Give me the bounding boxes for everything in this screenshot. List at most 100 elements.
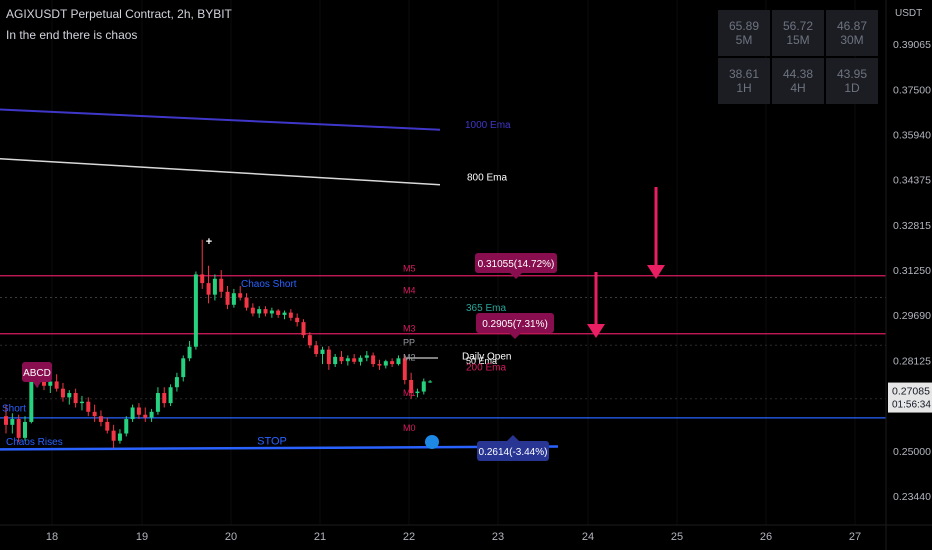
m5-target-label-pointer — [510, 273, 522, 279]
rsi-value: 65.89 — [728, 19, 760, 33]
rsi-timeframe: 4H — [790, 81, 806, 95]
price-axis[interactable]: 0.39065 0.37500 0.35940 0.34375 0.32815 0.312… — [885, 0, 932, 550]
candle-up — [181, 358, 186, 378]
candle-up — [155, 393, 160, 412]
m4-label: M4 — [403, 286, 416, 296]
candle-up — [10, 419, 15, 425]
price-tick-label: 0.23440 — [893, 491, 931, 503]
candle-down — [98, 416, 103, 422]
rsi-value: 46.87 — [836, 19, 868, 33]
ema-800-label: 800 Ema — [467, 173, 507, 184]
indicator-lines: 1000 Ema 800 Ema — [0, 108, 886, 451]
candle-up — [124, 419, 129, 434]
ema-1000-line — [0, 108, 441, 131]
abcd-badge — [22, 362, 52, 382]
candle-down — [92, 411, 97, 417]
candle-down — [143, 414, 148, 418]
candle-down — [301, 322, 306, 336]
m5-target-label-box — [475, 253, 557, 273]
m0-target-label-pointer — [507, 435, 519, 441]
ema-200-label: 200 Ema — [466, 362, 506, 373]
candle-down — [288, 312, 293, 318]
candle-down — [86, 401, 91, 412]
price-tick-label: 0.31250 — [893, 265, 931, 277]
indicator-name: In the end there is chaos — [6, 28, 138, 42]
candle-up — [149, 411, 154, 418]
candle-down — [295, 317, 300, 323]
price-tick-label: 0.39065 — [893, 39, 931, 51]
candle-down — [263, 309, 268, 314]
m3-target-label-box — [476, 313, 554, 333]
candle-up — [269, 310, 274, 314]
down-arrow-large-head — [647, 265, 665, 279]
countdown-value: 01:56:34 — [892, 400, 931, 411]
rsi-timeframe: 30M — [840, 33, 864, 47]
rsi-timeframe: 15M — [786, 33, 810, 47]
m3-label: M3 — [403, 324, 416, 334]
candle-down — [307, 335, 312, 346]
price-tick-label: 0.28125 — [893, 355, 931, 367]
signal-dot-icon — [425, 435, 439, 449]
price-tick-label: 0.25000 — [893, 446, 931, 458]
m1-label: M1 — [403, 388, 416, 398]
top-marker-icon: + — [206, 236, 212, 248]
candle-up — [212, 278, 217, 295]
candle-down — [409, 379, 414, 394]
pp-label: PP — [403, 337, 415, 347]
candle-down — [244, 297, 249, 308]
time-tick-label: 26 — [760, 531, 772, 543]
stop-line — [0, 445, 559, 451]
candle-down — [238, 293, 243, 298]
candle-up — [48, 381, 53, 386]
candle-down — [326, 349, 331, 365]
candle-up — [174, 377, 179, 388]
rsi-cell-30m: 46.87 30M — [826, 10, 878, 56]
price-tick-label: 0.32815 — [893, 220, 931, 232]
candle-down — [206, 283, 211, 295]
stop-label: STOP — [257, 436, 287, 448]
candle-down — [250, 307, 255, 314]
candle-up — [117, 433, 122, 441]
short-label: Short — [2, 403, 26, 414]
candle-down — [4, 416, 8, 425]
candle-up — [421, 381, 426, 392]
rsi-value: 56.72 — [782, 19, 814, 33]
candle-up — [364, 355, 369, 358]
m0-target-label-box — [477, 441, 549, 461]
current-price-tag — [888, 382, 932, 413]
candle-down — [377, 364, 382, 366]
m3-target-label-text: 0.2905(7.31%) — [482, 319, 548, 330]
ema-1000-label: 1000 Ema — [465, 120, 511, 131]
down-arrow-small-head — [587, 324, 605, 338]
daily-open-label: Daily Open — [462, 352, 511, 363]
candles — [4, 239, 433, 448]
candle-down — [402, 358, 407, 380]
rsi-cell-4h: 44.38 4H — [772, 58, 824, 104]
rsi-cell-5m: 65.89 5M — [718, 10, 770, 56]
time-tick-label: 27 — [849, 531, 861, 543]
m3-target-label-pointer — [509, 333, 521, 339]
rsi-value: 43.95 — [836, 67, 868, 81]
time-tick-label: 22 — [403, 531, 415, 543]
ema-800-line — [0, 157, 441, 186]
candle-down — [314, 345, 319, 354]
candle-down — [111, 430, 116, 441]
rsi-table: 65.89 5M 56.72 15M 46.87 30M 38.61 1H 44.38 4… — [718, 10, 878, 104]
candle-up — [257, 309, 262, 314]
ema-365-label: 365 Ema — [466, 303, 506, 314]
candle-up — [130, 407, 135, 420]
abcd-label: ABCD — [23, 368, 51, 379]
rsi-cell-1h: 38.61 1H — [718, 58, 770, 104]
candle-down — [225, 291, 230, 305]
candle-up — [282, 312, 287, 315]
candle-up — [29, 381, 34, 422]
annotations: M5 M4 M3 PP M2 M1 M0 Daily Open 365 Ema 50 Ema200… — [2, 187, 665, 461]
time-tick-label: 20 — [225, 531, 237, 543]
candle-down — [352, 358, 357, 362]
time-axis[interactable]: 18 19 20 21 22 23 24 25 26 27 — [0, 524, 932, 543]
candle-up — [415, 391, 420, 394]
ema-50-label: 50 Ema — [466, 356, 497, 366]
candle-down — [16, 419, 21, 438]
rsi-cell-1d: 43.95 1D — [826, 58, 878, 104]
